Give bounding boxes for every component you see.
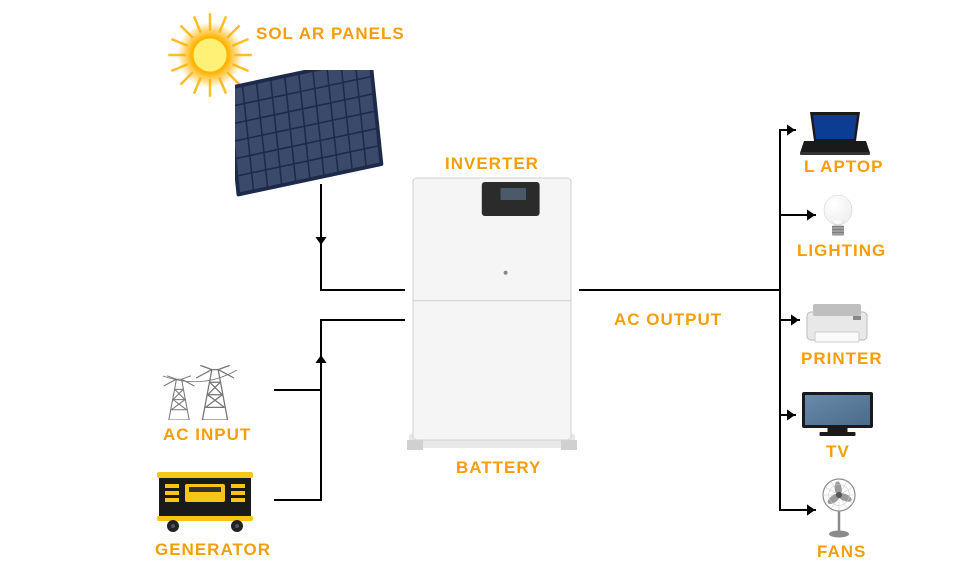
label-laptop: L APTOP xyxy=(804,157,883,177)
label-printer: PRINTER xyxy=(801,349,883,369)
lightbulb-icon xyxy=(823,195,853,237)
generator-icon xyxy=(155,470,255,532)
printer-icon xyxy=(805,302,869,344)
label-ac-input: AC INPUT xyxy=(163,425,251,445)
label-lighting: LIGHTING xyxy=(797,241,886,261)
label-generator: GENERATOR xyxy=(155,540,271,560)
label-inverter: INVERTER xyxy=(445,154,539,174)
laptop-icon xyxy=(800,110,870,155)
tv-icon xyxy=(800,390,875,438)
power-tower-icon xyxy=(157,350,247,420)
label-fans: FANS xyxy=(817,542,866,562)
label-tv: TV xyxy=(826,442,850,462)
label-battery: BATTERY xyxy=(456,458,541,478)
label-solar-panels: SOL AR PANELS xyxy=(256,24,405,44)
inverter-battery-unit xyxy=(407,172,577,452)
label-ac-output: AC OUTPUT xyxy=(614,310,722,330)
fan-icon xyxy=(822,478,856,538)
